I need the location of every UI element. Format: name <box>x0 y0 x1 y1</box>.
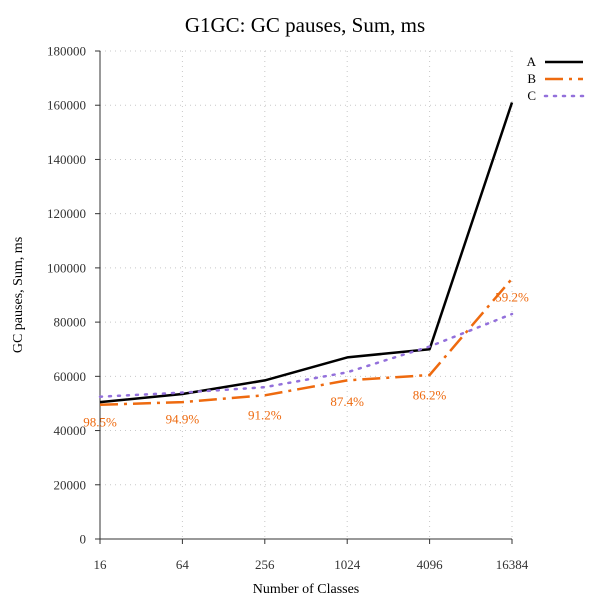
x-axis-label: Number of Classes <box>253 582 360 597</box>
y-tick-label: 40000 <box>54 423 87 438</box>
x-tick-label: 64 <box>176 557 190 572</box>
chart-title: G1GC: GC pauses, Sum, ms <box>185 13 425 37</box>
x-tick-label: 4096 <box>417 557 444 572</box>
y-tick-label: 160000 <box>47 98 86 113</box>
annotation-label: 59.2% <box>495 290 529 305</box>
y-tick-label: 60000 <box>54 369 87 384</box>
y-tick-label: 140000 <box>47 152 86 167</box>
grid-lines <box>100 50 513 539</box>
series-lines <box>98 102 514 407</box>
x-tick-label: 16 <box>94 557 108 572</box>
legend-label-c: C <box>527 88 536 103</box>
y-tick-label: 120000 <box>47 206 86 221</box>
y-tick-label: 20000 <box>54 477 87 492</box>
annotation-label: 91.2% <box>248 408 282 423</box>
y-tick-label: 80000 <box>54 315 87 330</box>
series-line-a <box>99 102 514 404</box>
y-tick-labels: 0 20000 40000 60000 80000 100000 120000 140000 1… <box>47 44 86 547</box>
axes <box>95 50 513 544</box>
y-tick-label: 180000 <box>47 44 86 59</box>
y-tick-label: 0 <box>80 532 87 547</box>
x-tick-label: 1024 <box>334 557 361 572</box>
x-tick-labels: 16 64 256 1024 4096 16384 <box>94 557 529 572</box>
series-line-c <box>98 312 514 398</box>
annotation-label: 98.5% <box>83 414 117 429</box>
y-tick-label: 100000 <box>47 260 86 275</box>
annotation-label: 87.4% <box>330 394 364 409</box>
x-tick-label: 16384 <box>496 557 529 572</box>
legend-label-a: A <box>527 54 537 69</box>
y-axis-label: GC pauses, Sum, ms <box>11 237 26 353</box>
annotation-label: 86.2% <box>413 387 447 402</box>
annotation-label: 94.9% <box>166 412 200 427</box>
x-tick-label: 256 <box>255 557 275 572</box>
series-line-b <box>99 277 513 407</box>
legend-label-b: B <box>527 71 536 86</box>
legend: ABC <box>527 54 585 103</box>
annotations: 98.5% 94.9% 91.2% 87.4% 86.2% 59.2% <box>83 290 529 430</box>
